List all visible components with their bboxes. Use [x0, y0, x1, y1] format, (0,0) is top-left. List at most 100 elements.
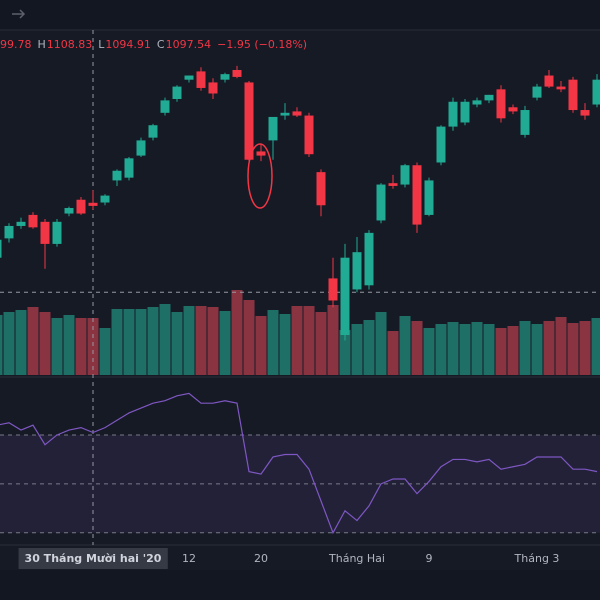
volume-bar [411, 321, 423, 375]
legend-value: 1097.54 [166, 38, 212, 51]
volume-bar [315, 312, 327, 375]
x-tick-label: 12 [182, 552, 196, 565]
candle-body [268, 116, 278, 141]
volume-bar [363, 320, 375, 375]
ohlc-legend: 99.78 H 1108.83 L 1094.91 C 1097.54 −1.95 (−0.1… [0, 38, 307, 51]
legend-value: 1094.91 [105, 38, 151, 51]
legend-key: L [98, 38, 105, 51]
volume-bar [219, 311, 231, 375]
candle-body [244, 82, 254, 160]
candle-body [568, 79, 578, 111]
volume-bar [447, 322, 459, 375]
volume-bar [75, 318, 87, 375]
volume-bar [27, 307, 39, 375]
candle-body [376, 184, 386, 221]
volume-bar [291, 306, 303, 375]
candle-body [28, 214, 38, 228]
volume-bar [339, 330, 351, 375]
plot: 30 Tháng Mười hai '20 12 20 Tháng Hai 9 Tháng… [0, 30, 600, 569]
candle-body [472, 100, 482, 105]
candle-body [412, 165, 422, 225]
volume-bar [351, 324, 363, 375]
candle-body [0, 239, 2, 258]
volume-bar [255, 316, 267, 375]
candle-body [148, 125, 158, 138]
volume-bar [375, 312, 387, 375]
legend-value: 99.78 [0, 38, 32, 51]
candle-body [388, 183, 398, 186]
volume-bar [3, 312, 15, 375]
volume-bar [123, 309, 135, 375]
volume-bar [567, 323, 579, 375]
volume-bar [435, 324, 447, 375]
volume-bar [195, 306, 207, 375]
x-tick-label: Tháng Hai [328, 552, 385, 565]
candle-body [136, 140, 146, 156]
volume-bar [555, 317, 567, 375]
candle-body [100, 195, 110, 203]
volume-bar [243, 300, 255, 375]
volume-bar [171, 312, 183, 375]
candle-body [220, 74, 230, 80]
x-tick-label: Tháng 3 [514, 552, 560, 565]
candle-body [316, 172, 326, 206]
volume-bar [279, 314, 291, 375]
toolbar-icon[interactable] [12, 9, 26, 19]
candle-body [292, 111, 302, 116]
volume-bar [387, 331, 399, 375]
candle-body [580, 110, 590, 116]
candle-body [520, 110, 530, 135]
legend-value: 1108.83 [47, 38, 93, 51]
candle-body [196, 71, 206, 88]
candle-body [88, 202, 98, 206]
candle-body [460, 101, 470, 123]
volume-bar [135, 309, 147, 375]
volume-bar [183, 306, 195, 375]
candle-body [16, 221, 26, 226]
candle-body [556, 86, 566, 90]
volume-bar [579, 321, 591, 375]
candle-body [112, 170, 122, 181]
volume-bar [147, 307, 159, 375]
volume-bar [507, 326, 519, 375]
volume-bar [0, 315, 3, 375]
candle-body [4, 225, 14, 239]
volume-bar [267, 310, 279, 375]
volume-bar [531, 324, 543, 375]
volume-bar [303, 306, 315, 375]
volume-bar [87, 318, 99, 375]
volume-bar [15, 310, 27, 375]
candle-body [508, 107, 518, 112]
volume-bar [159, 304, 171, 375]
legend-key: H [38, 38, 46, 51]
volume-bar [399, 316, 411, 375]
candle-body [124, 158, 134, 178]
volume-bar [459, 324, 471, 375]
candle-body [352, 252, 362, 290]
volume-bar [231, 290, 243, 375]
volume-bar [39, 312, 51, 375]
volume-bar [471, 322, 483, 375]
legend-value: −1.95 (−0.18%) [217, 38, 307, 51]
ellipse-annotation[interactable] [247, 143, 273, 209]
volume-bar [483, 324, 495, 375]
candle-body [484, 94, 494, 101]
candle-body [208, 82, 218, 94]
volume-bar [519, 321, 531, 375]
volume-bar [327, 305, 339, 375]
bottom-bar [0, 570, 600, 600]
volume-bar [591, 318, 600, 375]
candle-body [172, 86, 182, 99]
candle-body [64, 208, 74, 214]
candle-body [340, 257, 350, 335]
candle-body [424, 180, 434, 215]
candle-body [184, 75, 194, 80]
volume-bar [543, 321, 555, 375]
volume-bar [423, 328, 435, 375]
volume-bar [207, 307, 219, 375]
candle-body [304, 115, 314, 155]
volume-bar [51, 318, 63, 375]
candle-body [400, 165, 410, 185]
